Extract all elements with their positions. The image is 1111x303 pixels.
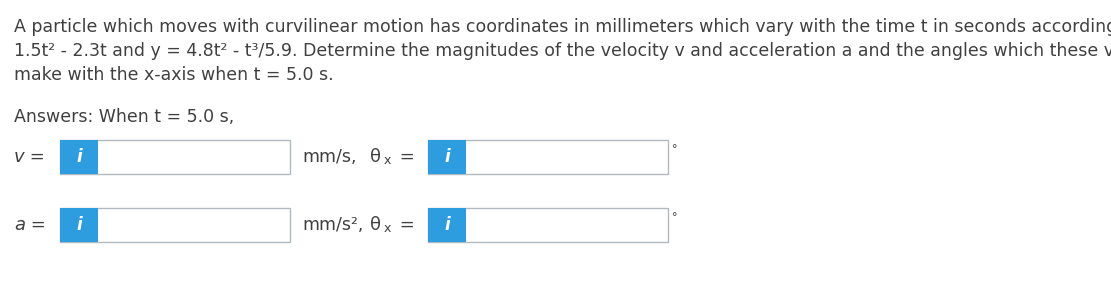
Text: °: °: [672, 144, 678, 154]
Text: =: =: [394, 148, 414, 166]
Text: A particle which moves with curvilinear motion has coordinates in millimeters wh: A particle which moves with curvilinear …: [14, 18, 1111, 36]
FancyBboxPatch shape: [428, 208, 466, 242]
Text: i: i: [444, 216, 450, 234]
Text: i: i: [77, 216, 82, 234]
Text: =: =: [26, 216, 46, 234]
Text: Answers: When t = 5.0 s,: Answers: When t = 5.0 s,: [14, 108, 234, 126]
Text: make with the x-axis when t = 5.0 s.: make with the x-axis when t = 5.0 s.: [14, 66, 333, 84]
Text: x: x: [384, 222, 391, 235]
Text: 1.5t² - 2.3t and y = 4.8t² - t³/5.9. Determine the magnitudes of the velocity v : 1.5t² - 2.3t and y = 4.8t² - t³/5.9. Det…: [14, 42, 1111, 60]
FancyBboxPatch shape: [428, 208, 668, 242]
Text: mm/s²,: mm/s²,: [302, 216, 363, 234]
FancyBboxPatch shape: [60, 140, 290, 174]
Text: =: =: [24, 148, 44, 166]
Text: i: i: [77, 148, 82, 166]
FancyBboxPatch shape: [60, 140, 98, 174]
Text: mm/s,: mm/s,: [302, 148, 357, 166]
Text: θ: θ: [370, 148, 381, 166]
FancyBboxPatch shape: [60, 208, 290, 242]
Text: v: v: [14, 148, 24, 166]
Text: a: a: [14, 216, 26, 234]
FancyBboxPatch shape: [428, 140, 466, 174]
FancyBboxPatch shape: [428, 140, 668, 174]
Text: x: x: [384, 155, 391, 168]
Text: °: °: [672, 212, 678, 222]
FancyBboxPatch shape: [60, 208, 98, 242]
Text: i: i: [444, 148, 450, 166]
Text: θ: θ: [370, 216, 381, 234]
Text: =: =: [394, 216, 414, 234]
